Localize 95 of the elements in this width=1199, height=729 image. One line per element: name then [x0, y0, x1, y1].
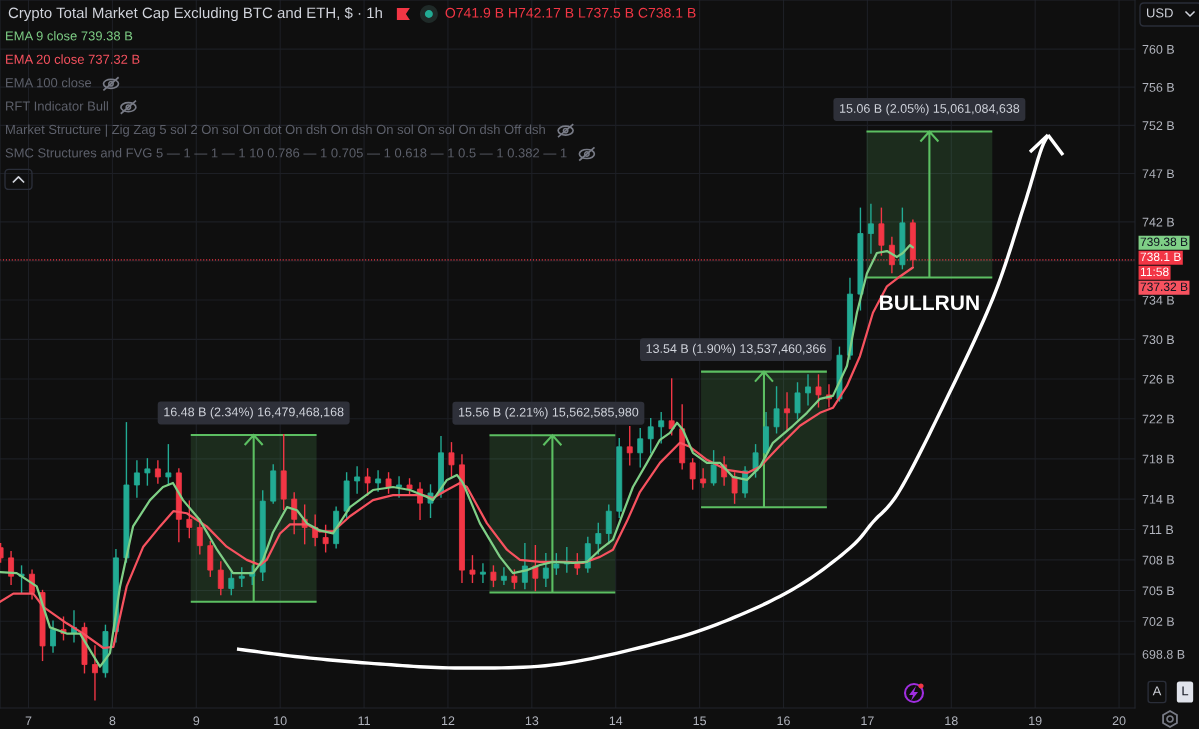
x-tick-label: 18: [945, 716, 958, 726]
candlestick: [217, 561, 224, 596]
candlestick: [689, 458, 696, 490]
chart-subtitle: O741.9 B H742.17 B L737.5 B C738.1 B: [445, 7, 696, 18]
candlestick: [291, 492, 298, 535]
y-tick-label: 730 B: [1142, 335, 1175, 345]
x-tick-label: 8: [109, 716, 116, 726]
x-tick-label: 12: [441, 716, 455, 726]
y-tick-label: 708 B: [1142, 555, 1175, 565]
x-tick-label: 10: [274, 716, 287, 726]
candlestick: [595, 522, 602, 555]
candlestick: [154, 460, 161, 484]
text: L: [1182, 686, 1189, 696]
candlestick: [532, 544, 539, 592]
x-tick-label: 11: [358, 716, 370, 726]
candlestick: [710, 450, 717, 486]
candlestick: [647, 418, 654, 454]
y-tick-label: 705 B: [1142, 586, 1175, 596]
candlestick: [511, 569, 518, 590]
text: 737.32 B: [1140, 282, 1188, 292]
x-tick-label: 16: [777, 716, 790, 726]
x-tick-label: 13: [525, 716, 539, 726]
x-tick-label: 19: [1029, 716, 1042, 726]
candlestick: [637, 428, 644, 468]
y-tick-label: 760 B: [1142, 44, 1175, 54]
candlestick: [133, 460, 140, 498]
x-tick-label: 15: [693, 716, 707, 726]
text: 11:58: [1140, 267, 1169, 277]
y-tick-label: 726 B: [1142, 374, 1175, 384]
candlestick: [500, 567, 507, 586]
y-tick-label: 752 B: [1142, 121, 1175, 131]
y-tick-label: 698.8 B: [1142, 649, 1185, 659]
data-label: 13.54 B (1.90%) 13,537,460,366: [646, 343, 826, 356]
y-tick-label: 722 B: [1142, 414, 1175, 424]
candlestick: [144, 458, 151, 486]
y-tick-label: 702 B: [1142, 617, 1175, 626]
candlestick: [731, 472, 738, 504]
candlestick: [815, 374, 822, 408]
y-tick-label: 747 B: [1142, 169, 1175, 179]
candlestick: [385, 472, 392, 494]
candlestick: [469, 555, 476, 584]
annotation: RFT Indicator Bull: [6, 101, 108, 111]
y-tick-label: 718 B: [1142, 454, 1175, 464]
candlestick: [878, 207, 885, 256]
candlestick: [354, 466, 361, 494]
text: EMA 9 close 739.38 B: [6, 30, 133, 41]
candlestick: [490, 565, 497, 588]
x-tick-label: 9: [193, 716, 200, 726]
candlestick: [50, 620, 56, 653]
annotation: EMA 100 close: [6, 77, 92, 88]
candlestick: [542, 553, 549, 588]
candlestick: [396, 476, 402, 498]
candlestick: [794, 382, 801, 420]
candlestick: [605, 504, 612, 545]
candlestick: [480, 563, 486, 584]
candlestick: [658, 412, 665, 444]
y-tick-label: 734 B: [1142, 295, 1175, 305]
candlestick: [92, 645, 98, 701]
annotation: SMC Structures and FVG 5 — 1 — 1 — 1 10 0.786 — 1 0.705 — 1 0.618 — 1 0.5 — 1 0.382 — 1: [5, 147, 567, 158]
data-label: 15.56 B (2.21%) 15,562,585,980: [459, 407, 639, 420]
candlestick: [773, 386, 780, 434]
data-label: 15.06 B (2.05%) 15,061,084,638: [840, 103, 1020, 116]
candlestick: [626, 426, 633, 466]
candlestick: [165, 444, 172, 486]
candlestick: [700, 468, 707, 488]
candlestick: [805, 374, 811, 406]
y-tick-label: 742 B: [1142, 217, 1175, 227]
candlestick: [521, 542, 528, 590]
candlestick: [186, 500, 193, 539]
text: USD: [1147, 8, 1173, 18]
data-label: 16.48 B (2.34%) 16,479,468,168: [164, 407, 344, 419]
x-tick-label: 20: [1112, 716, 1126, 726]
candlestick: [784, 392, 790, 432]
candlestick: [322, 524, 329, 553]
candlestick: [867, 203, 874, 254]
candlestick: [448, 442, 455, 478]
y-tick-label: 756 B: [1142, 82, 1175, 92]
annotation: Market Structure | Zig Zag 5 sol 2 On sol On dot On dsh On dsh On sol On sol On dsh Off dsh: [6, 124, 545, 137]
text: A: [1152, 686, 1162, 696]
text: 739.38 B: [1140, 237, 1188, 247]
x-tick-label: 17: [861, 716, 874, 726]
y-tick-label: 714 B: [1142, 495, 1175, 504]
candlestick: [238, 567, 245, 588]
candlestick: [375, 470, 382, 492]
chart-title: Crypto Total Market Cap Excluding BTC and ETH, $ · 1h: [8, 6, 382, 22]
x-tick-label: 7: [25, 716, 32, 726]
candlestick: [8, 551, 15, 586]
text: EMA 20 close 737.32 B: [6, 54, 140, 64]
annotation: BULLRUN: [880, 295, 979, 311]
candlestick: [364, 468, 371, 496]
x-tick-label: 14: [609, 716, 623, 726]
ref-line-label: 738.1 B: [1140, 252, 1181, 262]
y-tick-label: 711 B: [1142, 525, 1174, 534]
candlestick: [553, 553, 560, 575]
candlestick: [228, 571, 235, 596]
